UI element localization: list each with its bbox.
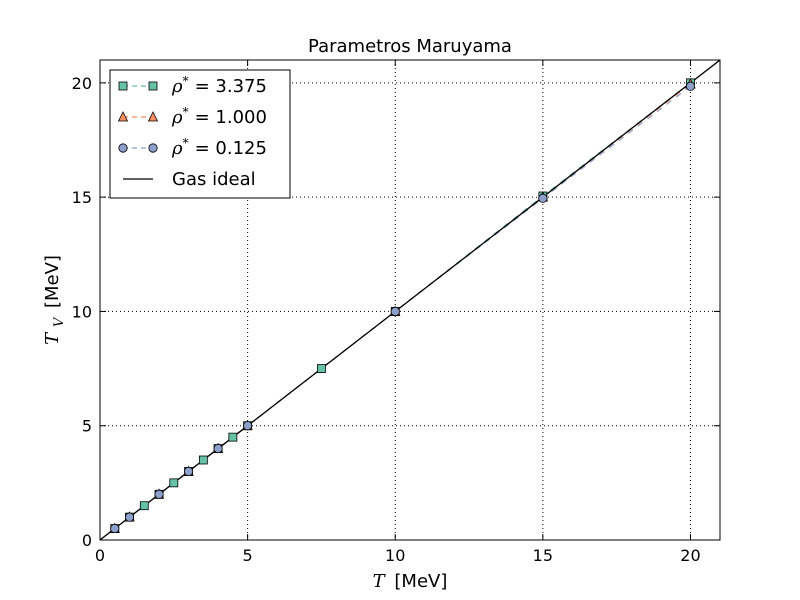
y-tick-label: 10: [72, 302, 92, 321]
data-point: [154, 489, 164, 499]
legend-marker: [118, 81, 128, 91]
legend-superscript: *: [183, 74, 189, 88]
legend-marker: [147, 111, 159, 122]
legend-superscript: *: [183, 136, 189, 150]
chart-title: Parametros Maruyama: [308, 36, 512, 57]
y-axis-unit: [MeV]: [42, 255, 63, 308]
legend-marker: [148, 143, 158, 153]
x-axis-unit: [MeV]: [394, 571, 447, 592]
y-tick-label: 15: [72, 188, 92, 207]
plot-area: [100, 60, 720, 540]
x-axis-label: T [MeV]: [373, 571, 448, 592]
axis-ticks: 0 5 10 15 20 0 5 10 15 20: [72, 60, 720, 565]
legend-box: [109, 69, 291, 199]
legend-label: ρ* = 0.125: [171, 136, 267, 159]
legend-entry-3-375: ρ* = 3.375: [118, 74, 267, 97]
legend-label: ρ* = 3.375: [171, 74, 267, 97]
y-tick-label: 20: [72, 74, 92, 93]
legend-entry-1-000: ρ* = 1.000: [117, 105, 267, 128]
data-point: [228, 432, 238, 442]
data-point: [213, 443, 223, 454]
data-point: [538, 193, 548, 203]
legend-value: = 0.125: [195, 138, 267, 159]
data-point: [243, 421, 253, 431]
y-tick-label: 5: [82, 417, 92, 436]
legend-label: ρ* = 1.000: [171, 105, 267, 128]
y-axis-symbol: T: [42, 331, 63, 345]
series-layer: [100, 60, 720, 540]
legend-entry-0-125: ρ* = 0.125: [118, 136, 267, 159]
legend-value: = 1.000: [195, 107, 267, 128]
data-point: [685, 81, 696, 91]
series-markers-0-125: [110, 81, 696, 534]
legend-marker: [118, 143, 128, 153]
x-axis-symbol: T: [373, 571, 387, 592]
y-axis-label: T V [MeV]: [42, 255, 68, 345]
legend-entry-gas-ideal: Gas ideal: [123, 169, 256, 190]
legend-symbol: ρ: [171, 107, 183, 128]
data-point: [198, 455, 208, 465]
data-point: [139, 501, 149, 511]
data-point: [183, 466, 194, 477]
axes-frame: [99, 59, 721, 541]
legend-superscript: *: [183, 105, 189, 119]
legend-symbol: ρ: [171, 76, 183, 97]
data-point: [169, 478, 179, 488]
legend-marker: [148, 81, 158, 91]
x-tick-label: 0: [95, 546, 105, 565]
y-axis-subscript: V: [52, 316, 67, 327]
x-tick-label: 10: [385, 546, 405, 565]
x-tick-label: 5: [243, 546, 253, 565]
data-point: [124, 512, 135, 522]
legend-value: = 3.375: [195, 76, 267, 97]
data-point: [317, 364, 326, 373]
data-point: [110, 523, 120, 534]
x-tick-label: 15: [533, 546, 553, 565]
legend-marker: [117, 111, 129, 122]
legend-label: Gas ideal: [172, 169, 256, 190]
x-tick-label: 20: [680, 546, 700, 565]
y-tick-label: 0: [82, 531, 92, 550]
data-point: [390, 306, 400, 317]
legend-symbol: ρ: [171, 138, 183, 159]
